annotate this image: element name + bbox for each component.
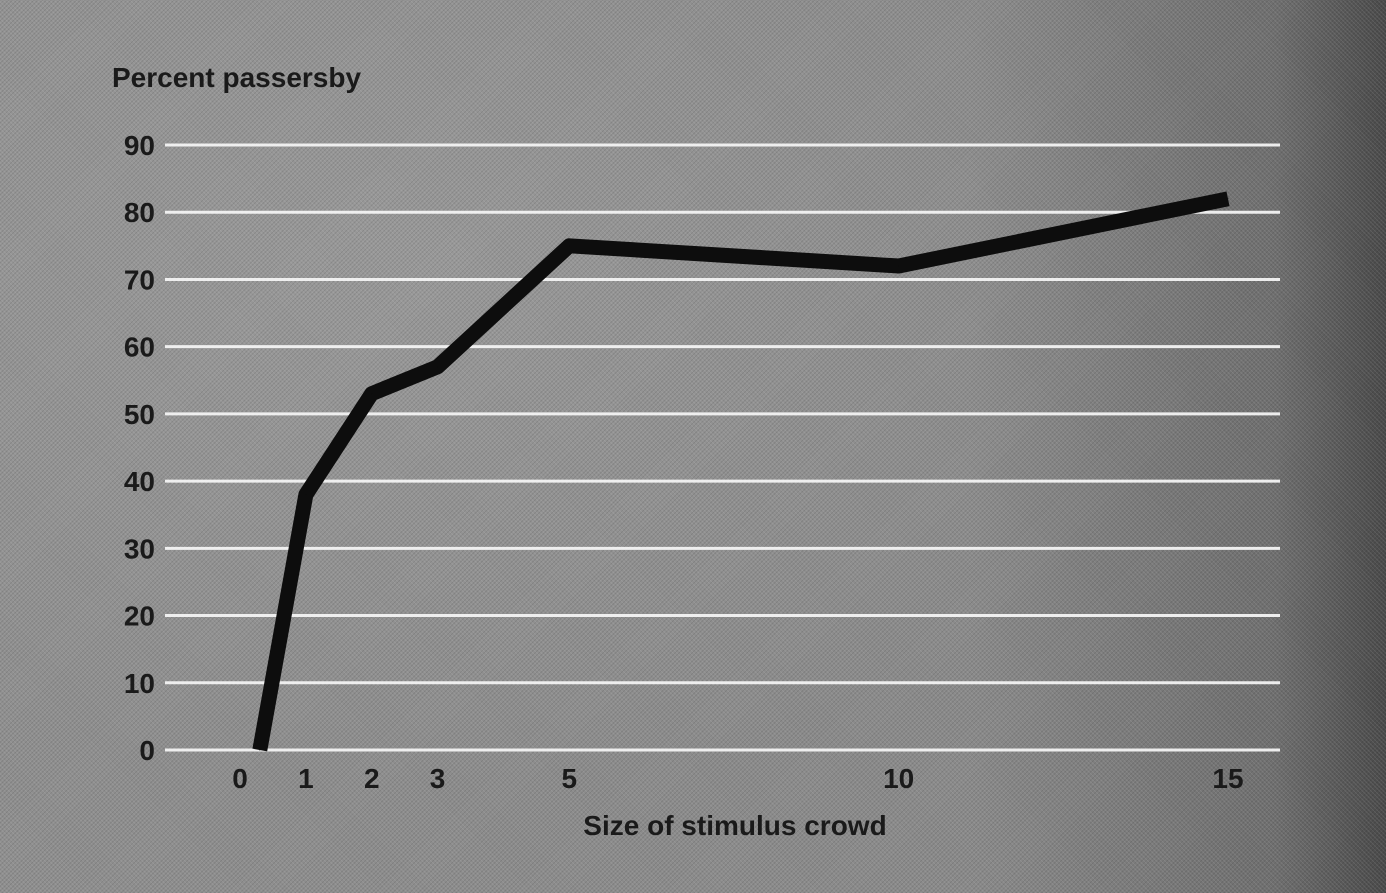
y-tick-label: 0	[139, 735, 155, 766]
y-axis-ticks: 0 10 20 30 40 50 60 70 80 90	[124, 130, 155, 766]
x-tick-label: 2	[364, 763, 380, 794]
data-point	[898, 265, 900, 267]
series	[252, 191, 1230, 752]
x-tick-label: 0	[232, 763, 248, 794]
data-point	[568, 245, 570, 247]
y-tick-label: 80	[124, 197, 155, 228]
y-tick-label: 20	[124, 601, 155, 632]
series-line-0	[252, 191, 1230, 752]
data-point	[437, 366, 439, 368]
data-point	[305, 494, 307, 496]
x-tick-label: 15	[1212, 763, 1243, 794]
x-axis-label: Size of stimulus crowd	[583, 810, 886, 841]
y-tick-label: 40	[124, 466, 155, 497]
data-point	[259, 749, 261, 751]
x-tick-label: 10	[883, 763, 914, 794]
y-tick-label: 60	[124, 332, 155, 363]
data-point	[1227, 198, 1229, 200]
y-tick-label: 70	[124, 264, 155, 295]
x-tick-label: 5	[562, 763, 578, 794]
y-tick-label: 90	[124, 130, 155, 161]
y-tick-label: 50	[124, 399, 155, 430]
data-point	[371, 393, 373, 395]
x-tick-label: 3	[430, 763, 446, 794]
x-tick-label: 1	[298, 763, 314, 794]
y-tick-label: 30	[124, 533, 155, 564]
y-axis-label: Percent passersby	[112, 62, 361, 93]
x-axis-ticks: 0 1 2 3 5 10 15	[232, 763, 1243, 794]
y-tick-label: 10	[124, 668, 155, 699]
